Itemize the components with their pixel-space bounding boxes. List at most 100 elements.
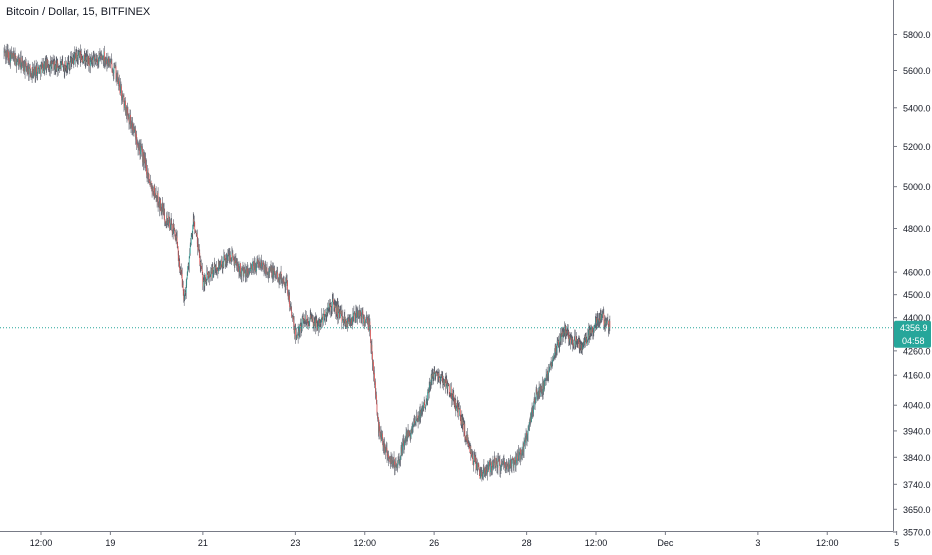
- candle-body: [509, 468, 510, 470]
- candle-body: [337, 306, 339, 318]
- candle-body: [304, 319, 306, 321]
- candle-body: [588, 329, 590, 339]
- candle-body: [142, 152, 144, 163]
- candle-body: [278, 279, 279, 282]
- candle-body: [309, 315, 311, 320]
- candle-body: [266, 267, 267, 274]
- time-tick-label: 23: [290, 538, 300, 548]
- candle-body: [514, 460, 515, 463]
- candle-body: [35, 66, 37, 70]
- candle-body: [233, 257, 234, 259]
- candle-body: [293, 316, 294, 324]
- candle-body: [286, 278, 287, 281]
- candle-body: [181, 274, 183, 276]
- candle-body: [159, 199, 161, 210]
- candle-body: [371, 344, 373, 353]
- candle-body: [183, 295, 185, 301]
- candle-body: [591, 326, 593, 334]
- candle-body: [192, 219, 194, 226]
- candle-body: [503, 460, 505, 462]
- candle-body: [149, 180, 150, 183]
- candle-body: [361, 316, 362, 319]
- candle-body: [16, 62, 17, 66]
- candle-body: [104, 60, 106, 64]
- candle-body: [374, 381, 376, 383]
- candle-body: [60, 63, 62, 69]
- candle-body: [310, 315, 312, 319]
- candle-body: [154, 185, 155, 198]
- candle-body: [17, 59, 18, 62]
- candle-body: [117, 73, 118, 77]
- candle-body: [246, 267, 248, 276]
- candle-body: [326, 310, 328, 313]
- candle-body: [85, 56, 87, 60]
- candle-body: [123, 96, 125, 108]
- candle-body: [344, 320, 346, 325]
- candle-body: [106, 58, 108, 65]
- candle-body: [139, 146, 141, 155]
- candle-body: [298, 330, 300, 334]
- candle-body: [89, 59, 91, 67]
- candle-body: [136, 143, 138, 145]
- candle-body: [600, 316, 602, 320]
- time-axis[interactable]: 12:00 19 21 23 12:00 26 28 12:00 Dec 3 12:00 5: [30, 531, 899, 548]
- candle-body: [421, 408, 423, 410]
- candle-body: [19, 59, 20, 64]
- candle-body: [388, 454, 389, 460]
- candle-body: [407, 430, 408, 437]
- candle-body: [268, 272, 269, 276]
- candle-body: [312, 316, 314, 320]
- candle-body: [533, 398, 535, 407]
- candle-body: [135, 134, 137, 139]
- candle-body: [48, 68, 50, 70]
- candle-body: [607, 319, 609, 321]
- candle-body: [605, 320, 606, 325]
- candle-body: [31, 77, 32, 78]
- candle-body: [156, 198, 157, 202]
- candle-body: [608, 326, 610, 330]
- candle-body: [607, 319, 608, 322]
- candle-body: [261, 261, 262, 267]
- candle-body: [332, 299, 334, 303]
- candle-body: [48, 68, 50, 69]
- candle-body: [331, 301, 333, 308]
- candle-body: [354, 311, 355, 315]
- candle-body: [10, 53, 12, 55]
- candle-body: [507, 465, 509, 469]
- candle-body: [503, 461, 504, 464]
- candle-body: [479, 468, 480, 471]
- candle-body: [322, 314, 324, 324]
- candle-body: [169, 222, 170, 230]
- candle-body: [316, 319, 318, 328]
- candle-body: [522, 451, 523, 455]
- candle-body: [471, 454, 473, 459]
- candle-body: [294, 328, 296, 330]
- candle-body: [556, 350, 558, 352]
- candle-body: [581, 348, 583, 350]
- candle-body: [133, 127, 134, 130]
- candle-body: [93, 56, 95, 58]
- candle-body: [23, 67, 24, 72]
- candle-body: [456, 403, 458, 407]
- candle-body: [436, 373, 438, 375]
- candle-body: [353, 314, 354, 317]
- candle-body: [472, 464, 474, 465]
- candle-body: [382, 433, 383, 441]
- candle-body: [408, 432, 410, 436]
- candle-body: [305, 315, 307, 321]
- candle-body: [532, 410, 533, 413]
- candle-body: [62, 64, 64, 66]
- candle-body: [562, 331, 564, 336]
- candle-body: [398, 459, 399, 461]
- candle-body: [384, 443, 385, 448]
- candle-body: [116, 78, 117, 80]
- candle-body: [385, 447, 387, 450]
- candle-body: [448, 384, 450, 395]
- price-axis[interactable]: 3570.0 3650.0 3740.0 3840.0 3940.0 4040.0 4160…: [893, 30, 931, 538]
- candle-body: [92, 60, 94, 63]
- candle-body: [250, 267, 251, 272]
- candle-body: [286, 280, 288, 282]
- candle-body: [66, 68, 68, 71]
